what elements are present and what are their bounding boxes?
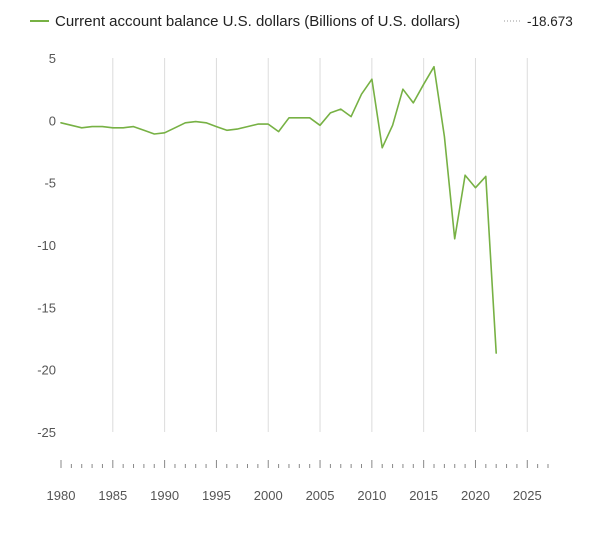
x-tick-label: 2005 bbox=[306, 488, 335, 503]
y-tick-label: -5 bbox=[44, 176, 56, 191]
y-tick-label: -10 bbox=[37, 238, 56, 253]
x-axis: 1980 1985 1990 1995 2000 2005 2010 2015 2020 2025 bbox=[47, 460, 549, 503]
series-line bbox=[60, 65, 498, 354]
y-axis: 5 0 -5 -10 -15 -20 -25 bbox=[37, 51, 56, 440]
y-tick-label: -20 bbox=[37, 363, 56, 378]
x-tick-label: 2000 bbox=[254, 488, 283, 503]
x-tick-label: 2010 bbox=[357, 488, 386, 503]
series-layer bbox=[60, 65, 498, 354]
x-tick-label: 2020 bbox=[461, 488, 490, 503]
gridlines bbox=[112, 58, 528, 432]
legend-value-label: -18.673 bbox=[527, 14, 573, 29]
x-tick-label: 1985 bbox=[98, 488, 127, 503]
x-tick-label: 2025 bbox=[513, 488, 542, 503]
legend-series-label: Current account balance U.S. dollars (Bi… bbox=[55, 13, 460, 30]
x-tick-label: 2015 bbox=[409, 488, 438, 503]
x-tick-label: 1990 bbox=[150, 488, 179, 503]
x-tick-label: 1995 bbox=[202, 488, 231, 503]
x-tick-label: 1980 bbox=[47, 488, 76, 503]
chart-legend: Current account balance U.S. dollars (Bi… bbox=[30, 13, 573, 30]
y-tick-label: -15 bbox=[37, 300, 56, 315]
y-tick-label: 0 bbox=[49, 113, 56, 128]
y-tick-label: -25 bbox=[37, 425, 56, 440]
y-tick-label: 5 bbox=[49, 51, 56, 66]
